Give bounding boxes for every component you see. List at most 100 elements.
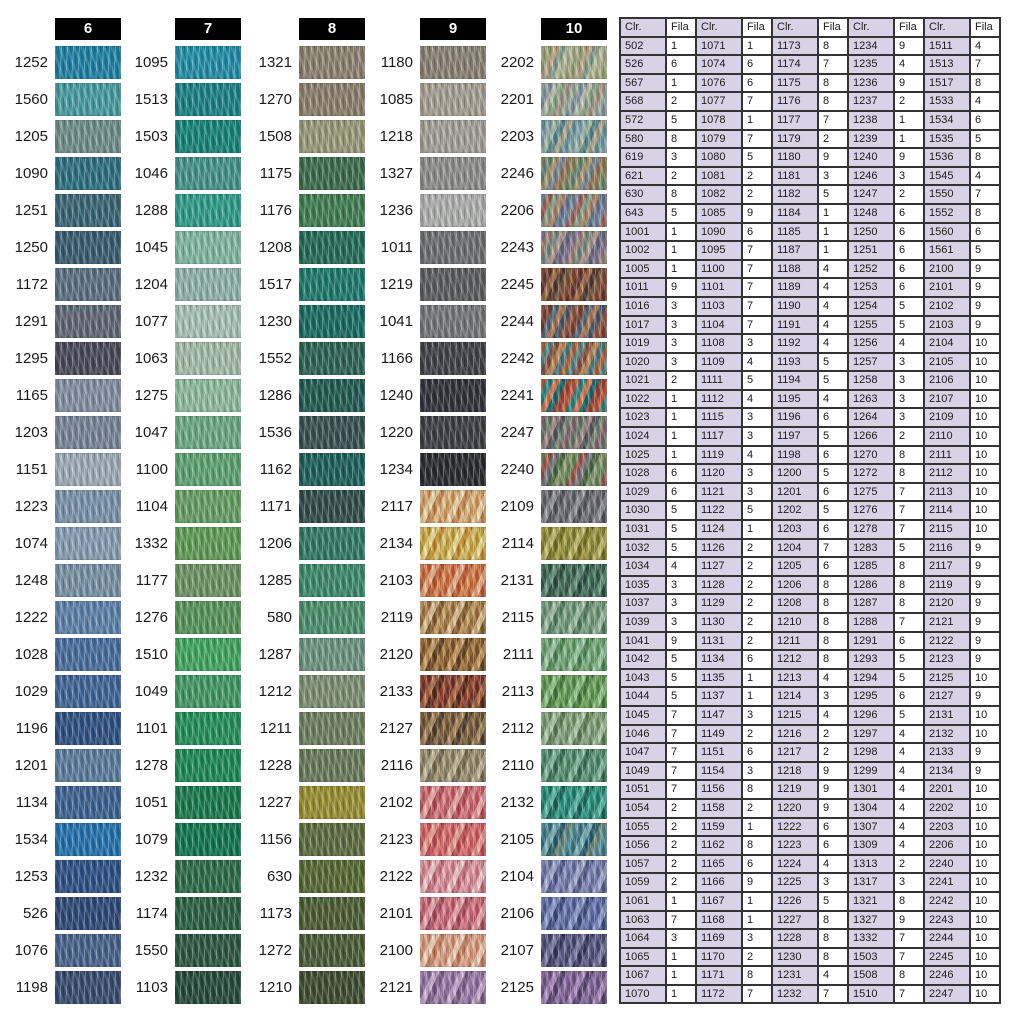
table-cell: 6	[893, 258, 925, 280]
swatch-row: 1049	[128, 675, 242, 708]
table-cell: 1019	[619, 333, 667, 354]
thread-column-6: 6 1252 1560 1205 1090 1251 1250 1172 1291 1295 116…	[8, 18, 122, 1008]
table-cell: 8	[817, 35, 849, 57]
table-cell: 2125	[923, 667, 971, 689]
table-cell: 4	[817, 388, 849, 410]
table-cell: 1190	[771, 295, 819, 317]
table-cell: 2123	[923, 649, 971, 670]
table-cell: 2242	[923, 890, 971, 912]
table-cell: 6	[817, 519, 849, 540]
swatch-row: 1076	[8, 934, 122, 967]
table-cell: 1179	[771, 128, 819, 150]
table-cell: 1211	[771, 630, 819, 652]
table-cell: 2	[741, 630, 773, 652]
table-cell: 1111	[695, 370, 743, 391]
swatch-row: 1205	[8, 120, 122, 153]
thread-number-label: 2133	[379, 683, 413, 700]
thread-swatch-1079	[175, 823, 241, 856]
table-cell: 1230	[771, 946, 819, 968]
table-cell: 1	[665, 983, 697, 1005]
thread-swatch-1251	[55, 194, 121, 227]
table-cell: 1508	[847, 965, 895, 986]
table-header-cell: Fila	[893, 17, 925, 38]
table-cell: 6	[893, 277, 925, 298]
table-cell: 1257	[847, 351, 895, 373]
table-cell: 1296	[847, 704, 895, 726]
table-cell: 1533	[923, 91, 971, 112]
thread-number-label: 580	[266, 609, 292, 626]
swatch-row: 1196	[8, 712, 122, 745]
table-cell: 3	[665, 593, 697, 614]
table-cell: 10	[969, 723, 1001, 745]
table-cell: 7	[893, 481, 925, 503]
thread-number-label: 1076	[14, 942, 48, 959]
table-cell: 4	[817, 965, 849, 986]
table-cell: 1513	[923, 54, 971, 75]
thread-number-label: 1321	[258, 54, 292, 71]
table-cell: 3	[741, 407, 773, 429]
thread-number-label: 1174	[135, 905, 168, 922]
thread-swatch-1077	[175, 305, 241, 338]
table-row: 572 5 1078 1 1177 7 1238 1 1534 6	[619, 109, 1001, 131]
table-cell: 1272	[847, 463, 895, 484]
thread-swatch-2203	[541, 120, 607, 153]
table-cell: 1074	[695, 54, 743, 75]
table-cell: 10	[969, 463, 1001, 484]
table-cell: 1001	[619, 221, 667, 243]
swatch-row: 1272	[252, 934, 366, 967]
swatch-row: 1041	[373, 305, 487, 338]
thread-number-label: 2125	[500, 979, 534, 996]
thread-swatch-1076	[55, 934, 121, 967]
table-cell: 1	[817, 202, 849, 224]
swatch-row: 1090	[8, 157, 122, 190]
table-cell: 2111	[923, 444, 971, 466]
thread-swatch-1206	[299, 527, 365, 560]
swatch-row: 1228	[252, 749, 366, 782]
table-cell: 1225	[771, 872, 819, 893]
thread-swatch-2106	[541, 897, 607, 930]
table-cell: 1137	[695, 686, 743, 707]
swatch-row: 2119	[373, 601, 487, 634]
table-cell: 10	[969, 946, 1001, 968]
swatch-row: 1028	[8, 638, 122, 671]
swatch-row: 1162	[252, 453, 366, 486]
table-header-cell: Fila	[665, 17, 697, 38]
table-cell: 6	[817, 481, 849, 503]
thread-swatch-2121	[420, 971, 486, 1004]
table-cell: 8	[817, 574, 849, 596]
table-cell: 1023	[619, 407, 667, 429]
table-cell: 7	[665, 704, 697, 726]
thread-swatch-2114	[541, 527, 607, 560]
swatch-row: 1560	[8, 83, 122, 116]
thread-swatch-1208	[299, 231, 365, 264]
swatch-row: 1232	[128, 860, 242, 893]
thread-number-label: 2247	[500, 424, 534, 441]
thread-swatch-1156	[299, 823, 365, 856]
table-cell: 3	[741, 463, 773, 484]
table-cell: 9	[969, 277, 1001, 298]
table-row: 1021 2 1111 5 1194 5 1258 3 2106 10	[619, 370, 1001, 391]
swatch-row: 2110	[494, 749, 608, 782]
table-cell: 8	[741, 779, 773, 800]
table-cell: 1120	[695, 463, 743, 484]
thread-swatch-1173	[299, 897, 365, 930]
table-cell: 1130	[695, 612, 743, 633]
table-cell: 1159	[695, 816, 743, 838]
table-cell: 3	[893, 351, 925, 373]
table-cell: 1534	[923, 109, 971, 131]
thread-number-label: 2131	[500, 572, 534, 589]
thread-number-label: 1196	[15, 720, 48, 737]
thread-number-label: 2202	[500, 54, 534, 71]
table-cell: 5	[665, 649, 697, 670]
table-cell: 9	[741, 872, 773, 893]
table-cell: 526	[619, 54, 667, 75]
thread-number-label: 1223	[14, 498, 48, 515]
table-cell: 1	[741, 686, 773, 707]
table-cell: 1124	[695, 519, 743, 540]
table-cell: 2	[665, 835, 697, 856]
table-cell: 1077	[695, 91, 743, 112]
thread-number-label: 1180	[380, 54, 413, 71]
swatch-row: 1285	[252, 564, 366, 597]
table-cell: 2107	[923, 388, 971, 410]
swatch-row: 1513	[128, 83, 242, 116]
